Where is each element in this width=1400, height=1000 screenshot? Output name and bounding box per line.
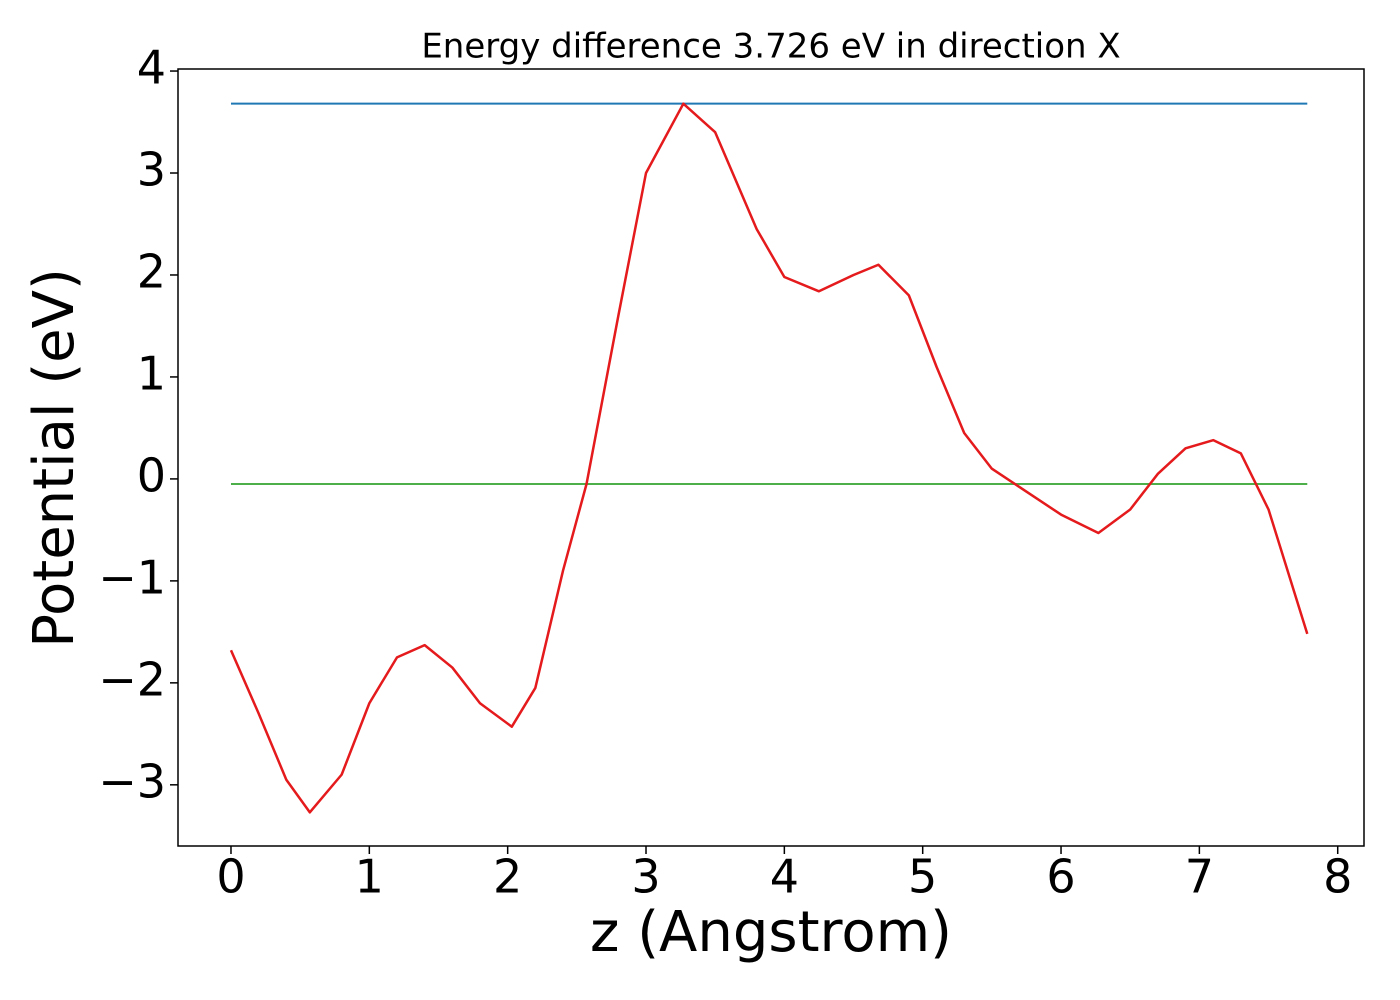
x-tick-label: 1 [355, 850, 384, 904]
y-tick-label: 4 [137, 41, 166, 95]
data-line [229, 102, 1309, 814]
y-tick-label: −3 [98, 754, 166, 808]
x-tick-label: 6 [1046, 850, 1075, 904]
y-axis-label: Potential (eV) [22, 268, 87, 648]
chart-title: Energy difference 3.726 eV in direction … [421, 27, 1120, 67]
x-tick-label: 2 [493, 850, 522, 904]
x-tick-label: 8 [1323, 850, 1352, 904]
plot-frame [177, 68, 1365, 847]
y-tick-label: −2 [98, 652, 166, 706]
y-tick-label: 1 [137, 346, 166, 400]
y-tick-label: 2 [137, 244, 166, 298]
x-tick-label: 7 [1185, 850, 1214, 904]
y-tick-label: 3 [137, 143, 166, 197]
y-tick-label: −1 [98, 550, 166, 604]
x-axis-label: z (Angstrom) [590, 900, 952, 965]
x-tick-label: 4 [770, 850, 799, 904]
y-tick-label: 0 [137, 448, 166, 502]
x-tick-label: 0 [216, 850, 245, 904]
x-tick-label: 5 [908, 850, 937, 904]
x-tick-label: 3 [631, 850, 660, 904]
